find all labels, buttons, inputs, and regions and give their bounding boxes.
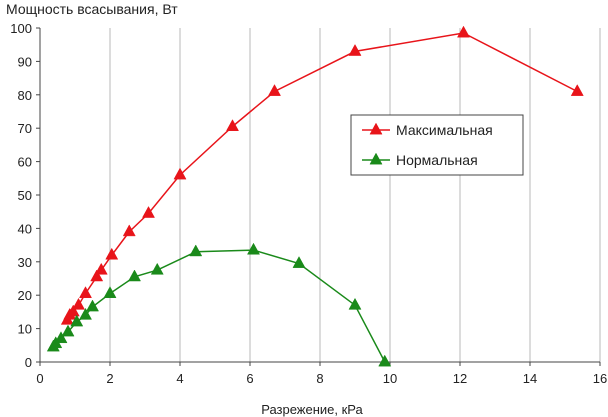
- y-tick-label: 30: [18, 255, 32, 270]
- y-tick-label: 50: [18, 188, 32, 203]
- data-point-marker: [90, 269, 104, 282]
- x-tick-label: 10: [383, 371, 397, 386]
- legend-marker: [369, 152, 383, 165]
- data-point-marker: [189, 244, 203, 257]
- data-point-marker: [150, 262, 164, 275]
- x-tick-label: 4: [176, 371, 183, 386]
- legend-box: [350, 114, 524, 176]
- data-point-marker: [86, 299, 99, 312]
- data-point-marker: [72, 297, 85, 310]
- data-point-marker: [378, 354, 392, 367]
- y-tick-label: 70: [18, 121, 32, 136]
- y-tick-label: 0: [25, 355, 32, 370]
- x-tick-label: 8: [316, 371, 323, 386]
- data-point-marker: [122, 224, 136, 237]
- x-tick-label: 6: [246, 371, 253, 386]
- x-tick-label: 14: [523, 371, 537, 386]
- axes: [36, 27, 601, 366]
- data-point-marker: [268, 84, 281, 96]
- grid: [109, 28, 601, 362]
- x-axis-title: Разрежение, кРа: [261, 402, 363, 417]
- data-point-marker: [457, 25, 470, 38]
- data-point-marker: [570, 84, 584, 96]
- y-tick-label: 100: [10, 21, 32, 36]
- data-point-marker: [105, 247, 119, 260]
- data-point-marker: [94, 262, 108, 275]
- data-point-marker: [142, 206, 155, 218]
- data-point-marker: [128, 269, 141, 282]
- data-point-marker: [292, 256, 306, 268]
- data-point-marker: [348, 297, 362, 310]
- y-tick-labels: 0 10 20 30 40 50 60 70 80 90 100: [10, 21, 32, 370]
- x-tick-label: 12: [453, 371, 467, 386]
- data-point-marker: [173, 167, 187, 180]
- data-point-marker: [103, 286, 117, 298]
- y-tick-label: 90: [18, 54, 32, 69]
- series-2: [46, 242, 392, 367]
- y-tick-label: 20: [18, 288, 32, 303]
- data-point-marker: [79, 286, 92, 298]
- series-group: [46, 25, 584, 367]
- data-point-marker: [79, 307, 92, 320]
- y-tick-label: 40: [18, 221, 32, 236]
- y-tick-label: 80: [18, 88, 32, 103]
- data-point-marker: [54, 331, 68, 344]
- data-point-marker: [348, 44, 362, 56]
- x-tick-label: 16: [593, 371, 607, 386]
- legend-marker: [369, 122, 383, 135]
- legend: Максимальная Нормальная: [350, 114, 524, 176]
- x-tick-label: 2: [106, 371, 113, 386]
- legend-label: Максимальная: [396, 122, 493, 138]
- y-axis-title: Мощность всасывания, Вт: [6, 1, 178, 17]
- series-1: [60, 25, 584, 325]
- x-tick-labels: 0 2 4 6 8 10 12 14 16: [36, 371, 607, 386]
- data-point-marker: [247, 242, 260, 255]
- series-line: [66, 32, 578, 321]
- y-tick-label: 60: [18, 155, 32, 170]
- y-tick-label: 10: [18, 322, 32, 337]
- data-point-marker: [66, 304, 80, 317]
- x-tick-label: 0: [36, 371, 43, 386]
- data-point-marker: [226, 119, 239, 131]
- data-point-marker: [70, 314, 84, 327]
- data-point-marker: [61, 324, 75, 337]
- legend-label: Нормальная: [396, 152, 478, 168]
